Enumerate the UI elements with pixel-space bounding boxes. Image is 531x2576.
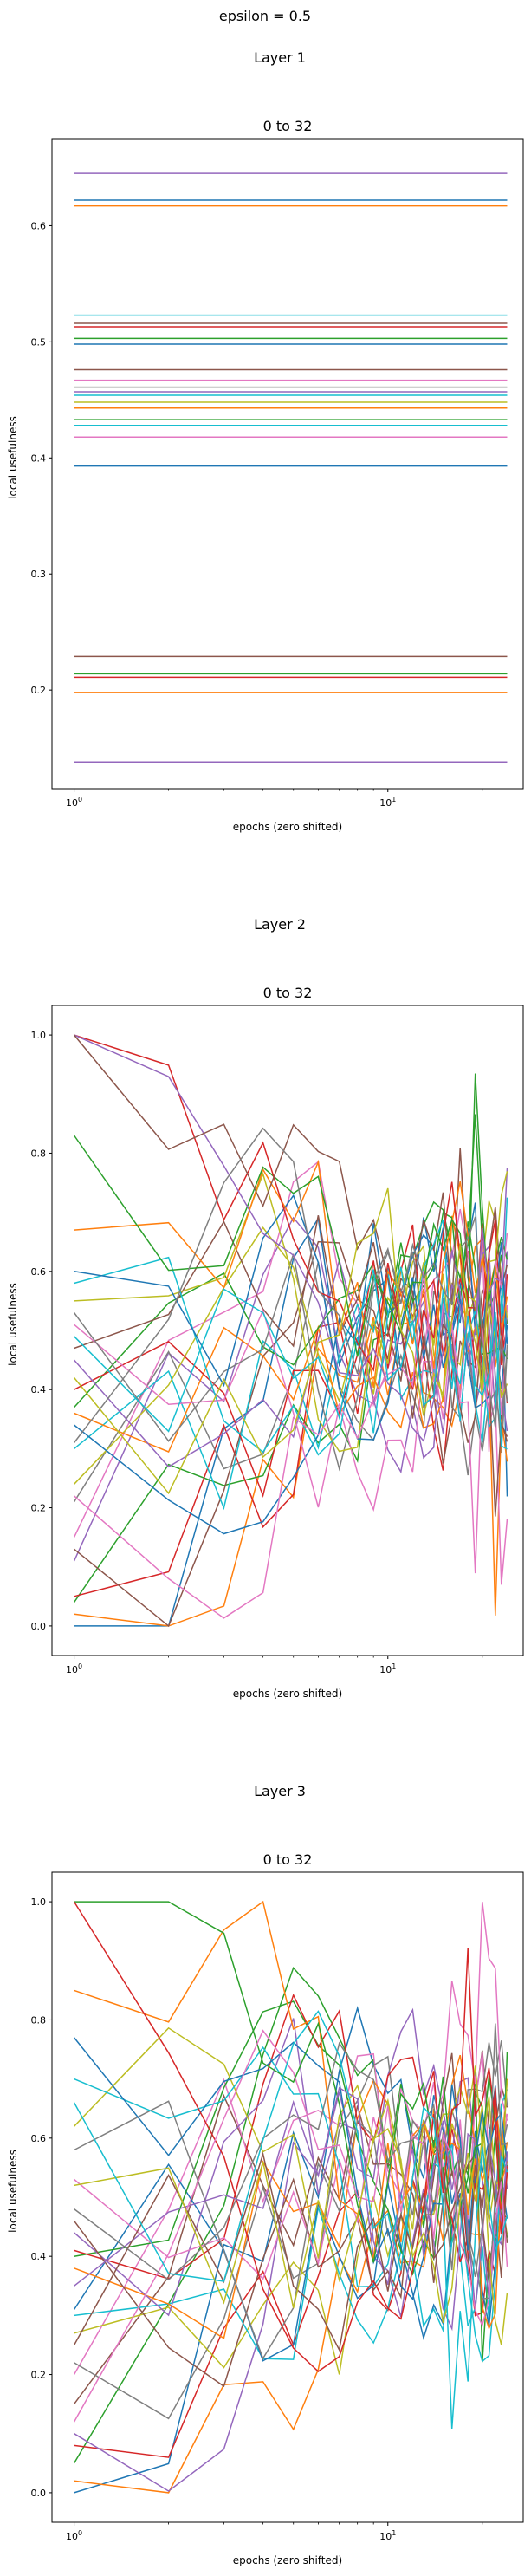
series-line-20 — [74, 2046, 508, 2363]
y-axis-label-layer-3: local usefulness — [7, 2150, 19, 2233]
plot-area-layer-2: 0.0 0.2 0.4 0.6 0.8 1.0 100 101 — [31, 1005, 524, 1675]
series-group — [73, 1900, 508, 2494]
y-tick-label: 0.6 — [31, 2133, 47, 2144]
axes-frame — [51, 138, 524, 790]
series-line-24 — [74, 1034, 508, 1404]
series-line-3 — [73, 1966, 508, 2464]
plot-area-layer-1: 0.2 0.3 0.4 0.5 0.6 100 101 — [31, 138, 524, 809]
series-line-22 — [74, 1159, 508, 1389]
y-tick-label: 0.8 — [31, 1148, 47, 1159]
series-line-30 — [74, 1269, 508, 1450]
series-line-26 — [74, 1034, 508, 1517]
x-tick-label: 100 — [66, 1662, 82, 1675]
series-line-25 — [74, 1034, 508, 1442]
x-axis-label-layer-1: epochs (zero shifted) — [233, 821, 342, 833]
series-line-23 — [74, 1901, 508, 2263]
figure-suptitle: epsilon = 0.5 — [219, 8, 311, 24]
y-tick-label: 0.8 — [31, 2014, 47, 2026]
series-line-29 — [74, 1171, 508, 1495]
series-group — [73, 1034, 508, 1628]
y-tick-label: 0.0 — [31, 1621, 47, 1632]
series-line-11 — [73, 2154, 508, 2362]
series-line-15 — [74, 1245, 508, 1474]
y-tick-label: 0.4 — [31, 2251, 47, 2262]
series-line-16 — [73, 2119, 508, 2388]
axes-frame — [51, 1871, 524, 2523]
series-line-13 — [74, 2000, 508, 2363]
series-line-24 — [73, 1901, 508, 2372]
chart-title-layer-1: 0 to 32 — [263, 118, 313, 134]
chart-title-layer-2: 0 to 32 — [263, 985, 313, 1001]
series-line-15 — [74, 2018, 508, 2332]
y-tick-label: 1.0 — [31, 1030, 47, 1041]
series-line-26 — [73, 2144, 508, 2352]
series-line-22 — [74, 1900, 508, 2331]
y-tick-label: 0.4 — [31, 452, 47, 464]
y-tick-label: 0.4 — [31, 1384, 47, 1395]
axes-frame — [51, 1005, 524, 1656]
y-axis-label-layer-1: local usefulness — [7, 416, 19, 499]
x-axis-label-layer-2: epochs (zero shifted) — [233, 1688, 342, 1700]
series-line-7 — [73, 2052, 508, 2375]
series-line-30 — [73, 2010, 508, 2430]
y-axis-label-layer-2: local usefulness — [7, 1283, 19, 1366]
y-tick-label: 1.0 — [31, 1896, 47, 1908]
series-line-20 — [74, 1219, 508, 1456]
section-title-layer-3: Layer 3 — [254, 1783, 306, 1799]
x-tick-label: 101 — [379, 796, 396, 809]
plot-area-layer-3: 0.0 0.2 0.4 0.6 0.8 1.0 100 101 — [31, 1871, 524, 2542]
series-line-28 — [74, 1127, 508, 1443]
series-line-19 — [74, 2026, 508, 2259]
series-group — [74, 172, 508, 763]
section-title-layer-2: Layer 2 — [254, 916, 306, 933]
y-tick-label: 0.3 — [31, 569, 47, 580]
series-line-4 — [74, 2128, 508, 2458]
section-title-layer-1: Layer 1 — [254, 49, 306, 66]
chart-title-layer-3: 0 to 32 — [263, 1851, 313, 1868]
series-line-21 — [74, 2037, 508, 2300]
y-tick-label: 0.6 — [31, 1266, 47, 1278]
y-tick-label: 0.2 — [31, 2370, 47, 2381]
y-tick-label: 0.0 — [31, 2488, 47, 2499]
x-tick-label: 100 — [66, 2529, 82, 2542]
series-line-23 — [73, 1073, 508, 1357]
series-line-7 — [73, 1161, 508, 1538]
series-line-27 — [74, 1233, 508, 1619]
x-tick-label: 100 — [66, 796, 82, 809]
y-tick-label: 0.2 — [31, 685, 47, 696]
y-tick-label: 0.2 — [31, 1503, 47, 1514]
x-axis-label-layer-3: epochs (zero shifted) — [233, 2554, 342, 2566]
series-line-28 — [74, 2023, 508, 2281]
y-tick-label: 0.5 — [31, 336, 47, 348]
x-tick-label: 101 — [379, 2529, 396, 2542]
y-tick-label: 0.6 — [31, 220, 47, 231]
x-tick-label: 101 — [379, 1662, 396, 1675]
